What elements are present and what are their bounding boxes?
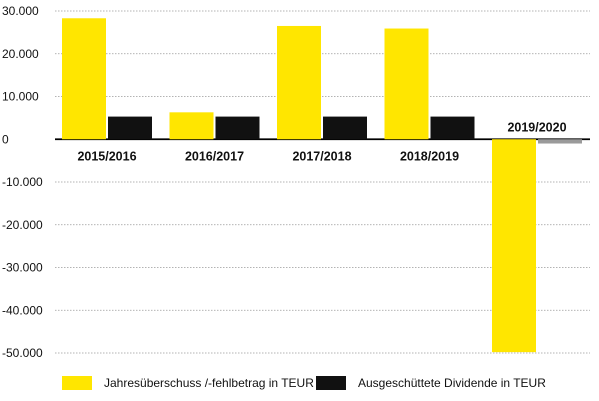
bar-dividend-2 [323, 116, 367, 140]
category-label: 2017/2018 [292, 149, 351, 163]
y-tick-label: -10.000 [2, 175, 43, 189]
bar-net-income-3 [384, 28, 429, 140]
legend-label-net-income: Jahresüberschuss /-fehlbetrag in TEUR [104, 376, 314, 390]
y-tick-label: 10.000 [2, 90, 39, 104]
category-label: 2018/2019 [400, 149, 459, 163]
legend-swatch-yellow [62, 376, 92, 390]
bar-dividend-0 [108, 116, 152, 140]
y-tick-label: 30.000 [2, 4, 39, 18]
y-tick-label: -40.000 [2, 303, 43, 317]
category-label: 2016/2017 [185, 149, 244, 163]
bar-dividend-1 [215, 116, 260, 140]
category-label: 2015/2016 [77, 149, 136, 163]
legend-item-net-income: Jahresüberschuss /-fehlbetrag in TEUR [62, 376, 314, 390]
y-tick-label: 20.000 [2, 47, 39, 61]
y-tick-label: -50.000 [2, 346, 43, 360]
y-tick-label: -20.000 [2, 218, 43, 232]
bar-net-income-4 [492, 139, 536, 353]
bar-dividend-4 [538, 139, 582, 144]
bar-dividend-3 [430, 116, 475, 140]
legend: Jahresüberschuss /-fehlbetrag in TEUR Au… [0, 376, 599, 396]
y-tick-label: 0 [2, 132, 9, 146]
legend-swatch-black [316, 376, 346, 390]
bar-net-income-1 [169, 112, 214, 140]
y-tick-label: -30.000 [2, 261, 43, 275]
bars [62, 18, 582, 353]
bar-net-income-2 [277, 25, 321, 140]
legend-item-dividend: Ausgeschüttete Dividende in TEUR [316, 376, 546, 390]
legend-label-dividend: Ausgeschüttete Dividende in TEUR [358, 376, 546, 390]
labels: 30.000 20.000 10.000 0 -10.000 -20.000 -30.000… [2, 4, 567, 360]
category-label: 2019/2020 [507, 120, 566, 134]
bar-net-income-0 [62, 18, 106, 140]
